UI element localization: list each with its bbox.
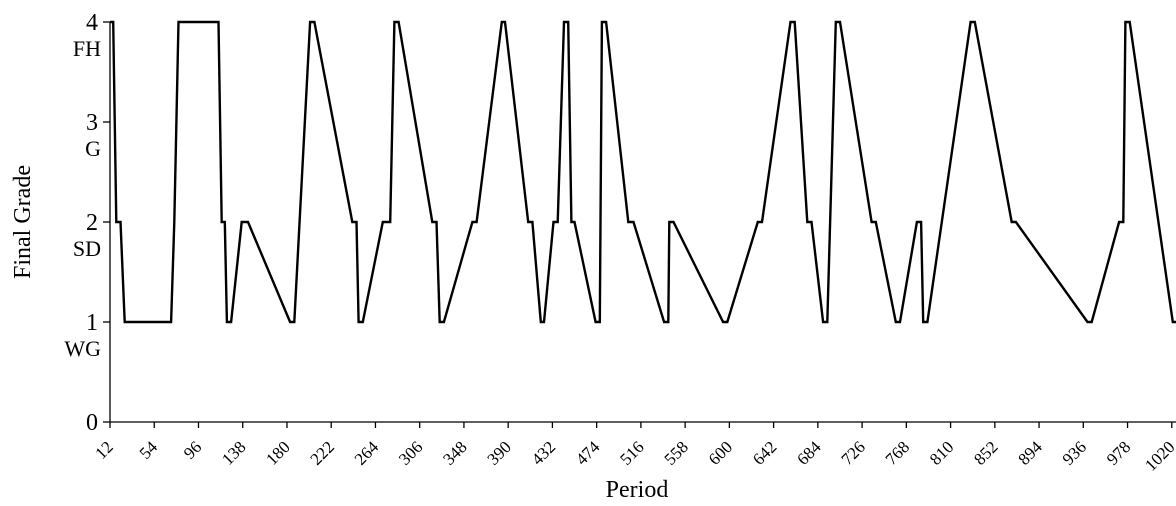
x-tick-label: 936: [1059, 437, 1090, 468]
x-tick-label: 306: [395, 437, 426, 468]
grade-series-line: [110, 20, 1176, 324]
x-tick-label: 642: [749, 437, 780, 468]
x-tick-label: 768: [882, 437, 913, 468]
y-tick-sublabel: SD: [73, 236, 101, 261]
x-tick-label: 390: [484, 437, 515, 468]
x-tick-label: 516: [616, 437, 647, 468]
x-tick-label: 54: [136, 437, 162, 463]
x-tick-label: 1020: [1141, 437, 1176, 474]
x-tick-label: 432: [528, 437, 559, 468]
x-tick-label: 684: [793, 437, 825, 469]
y-tick-sublabel: WG: [64, 336, 101, 361]
x-tick-label: 726: [837, 437, 868, 468]
x-tick-label: 96: [180, 437, 205, 462]
x-tick-label: 222: [307, 437, 338, 468]
x-tick-label: 348: [439, 437, 470, 468]
x-axis-ticks: 12 54 96 138 180 222 264 306 348 390 432 474 516 558 6…: [91, 422, 1176, 475]
y-tick-label: 1: [86, 310, 98, 336]
x-tick-label: 600: [705, 437, 736, 468]
x-tick-label: 12: [91, 437, 116, 462]
x-tick-label: 894: [1014, 437, 1046, 469]
x-tick-label: 810: [926, 437, 957, 468]
x-axis-label: Period: [606, 477, 669, 503]
y-tick-sublabel: G: [85, 136, 101, 161]
x-tick-label: 852: [970, 437, 1001, 468]
x-tick-label: 180: [262, 437, 293, 468]
x-tick-label: 474: [572, 437, 604, 469]
y-tick-label: 2: [86, 210, 98, 236]
x-tick-label: 264: [351, 437, 383, 469]
y-axis-ticks: 0 1WG 2SD 3G 4FH: [64, 10, 110, 436]
y-tick-label: 0: [86, 410, 98, 436]
x-tick-label: 558: [660, 437, 691, 468]
y-tick-label: 3: [86, 110, 98, 136]
y-tick-sublabel: FH: [73, 36, 101, 61]
x-tick-label: 978: [1103, 437, 1134, 468]
y-axis-label: Final Grade: [10, 165, 36, 279]
x-tick-label: 138: [218, 437, 249, 468]
y-tick-label: 4: [86, 10, 98, 36]
